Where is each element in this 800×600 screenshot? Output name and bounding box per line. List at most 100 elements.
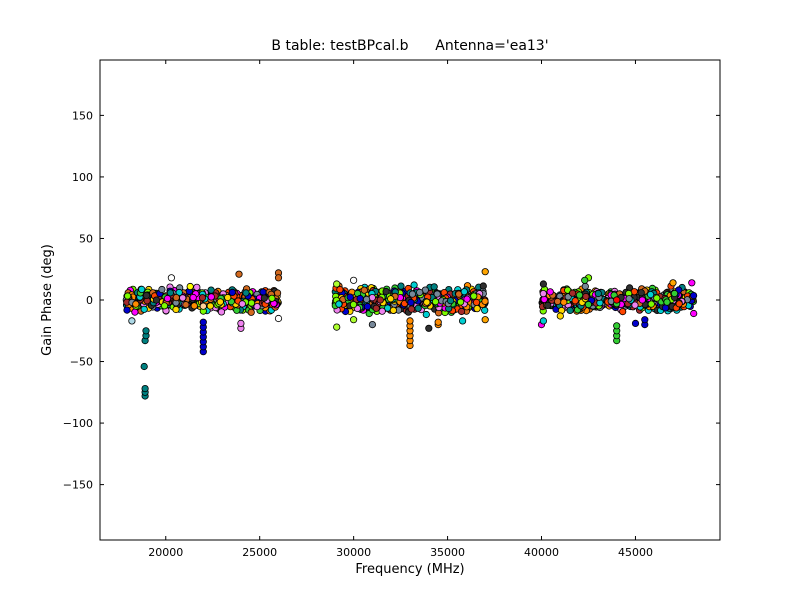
data-point	[472, 298, 481, 306]
data-point	[689, 291, 698, 300]
data-point	[378, 307, 386, 315]
data-point	[397, 282, 405, 290]
data-point-outlier	[434, 318, 442, 326]
data-point	[431, 298, 440, 306]
data-point	[546, 288, 554, 296]
data-point-outlier	[274, 314, 283, 323]
y-tick-label: −50	[70, 356, 93, 369]
data-point	[430, 283, 438, 291]
data-point	[131, 308, 139, 316]
data-point	[179, 294, 187, 302]
data-point	[422, 310, 430, 319]
data-point	[382, 287, 390, 296]
data-point	[260, 294, 268, 302]
chart-title-antenna: Antenna='ea13'	[435, 38, 549, 54]
data-point	[581, 282, 589, 290]
data-point	[539, 289, 547, 298]
data-point	[152, 296, 160, 304]
data-point-outlier	[669, 279, 677, 287]
data-point	[456, 298, 465, 306]
data-point	[594, 289, 602, 298]
data-point-outlier	[349, 276, 358, 284]
x-tick-label: 35000	[430, 546, 465, 559]
data-point	[638, 296, 646, 304]
data-point	[238, 300, 246, 308]
data-point	[216, 298, 224, 306]
data-point	[566, 306, 574, 314]
chart-title-table: B table: testBPcal.b	[271, 38, 409, 54]
data-point	[457, 307, 466, 316]
data-point	[193, 283, 201, 291]
data-point	[389, 306, 397, 314]
data-point-outlier	[140, 362, 148, 371]
data-point	[408, 290, 416, 298]
data-point-outlier	[349, 316, 358, 324]
data-point	[362, 295, 371, 303]
data-point	[336, 285, 344, 294]
data-point	[247, 308, 255, 316]
y-tick-label: 50	[79, 232, 93, 245]
data-point	[198, 294, 207, 302]
data-point-outlier	[199, 318, 207, 326]
data-point	[363, 302, 372, 311]
data-point-outlier	[406, 317, 414, 325]
data-point-outlier	[425, 324, 433, 332]
data-point-outlier	[556, 312, 564, 320]
data-point	[584, 300, 593, 309]
data-point-outlier	[690, 309, 698, 318]
data-point	[407, 305, 416, 313]
data-point-outlier	[613, 296, 621, 304]
data-point	[653, 294, 661, 302]
data-point	[163, 294, 172, 303]
data-point	[675, 300, 683, 308]
data-point	[349, 300, 358, 309]
data-point	[670, 289, 679, 298]
data-point-outlier	[481, 316, 489, 324]
data-point	[647, 300, 655, 308]
data-point	[123, 306, 131, 314]
data-point	[132, 300, 140, 308]
data-point-outlier	[333, 280, 341, 288]
data-point	[140, 305, 148, 313]
data-point	[189, 293, 197, 302]
axis-ticks: 20000 25000 30000 35000 40000 45000 150 100 50 0 −…	[63, 60, 720, 559]
data-point	[160, 302, 169, 310]
data-point	[544, 301, 552, 309]
data-point	[217, 308, 226, 316]
data-point	[273, 289, 282, 297]
x-axis-label: Frequency (MHz)	[355, 562, 465, 577]
data-point	[473, 304, 481, 313]
data-point	[142, 291, 151, 299]
data-point	[182, 301, 190, 309]
data-point	[571, 297, 579, 305]
y-tick-label: −100	[63, 417, 93, 430]
data-point	[124, 292, 132, 300]
data-point	[416, 288, 424, 296]
data-point	[190, 302, 198, 310]
data-point-outlier	[688, 279, 696, 287]
data-point	[158, 285, 166, 294]
data-point	[553, 297, 562, 306]
data-point-outlier	[481, 268, 489, 276]
data-point	[268, 294, 276, 302]
data-point	[410, 281, 418, 289]
data-point-outlier	[539, 280, 548, 288]
data-point	[242, 289, 250, 297]
data-point	[207, 293, 215, 301]
data-point	[560, 298, 568, 306]
data-point-outlier	[581, 276, 589, 284]
data-point-outlier	[631, 319, 640, 327]
data-point	[259, 288, 267, 296]
data-point	[423, 298, 431, 306]
data-point-outlier	[274, 274, 283, 282]
data-point	[206, 302, 214, 310]
y-tick-label: −150	[63, 479, 93, 492]
y-tick-label: 100	[72, 171, 93, 184]
data-point-outlier	[142, 327, 150, 335]
data-point	[376, 296, 384, 304]
data-point	[407, 298, 415, 307]
data-point	[253, 302, 261, 311]
data-point	[661, 304, 670, 312]
data-point	[446, 297, 455, 305]
